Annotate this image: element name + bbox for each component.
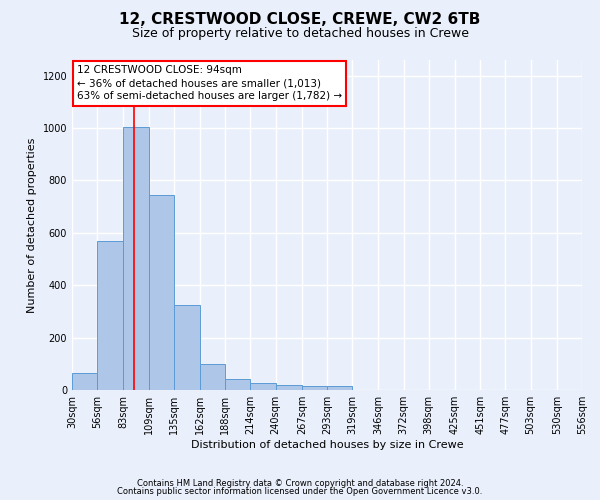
Y-axis label: Number of detached properties: Number of detached properties [27,138,37,312]
Text: 12 CRESTWOOD CLOSE: 94sqm
← 36% of detached houses are smaller (1,013)
63% of se: 12 CRESTWOOD CLOSE: 94sqm ← 36% of detac… [77,65,342,102]
Bar [174,305,200,390]
Bar [327,386,352,390]
Bar [250,384,275,390]
Text: 12, CRESTWOOD CLOSE, CREWE, CW2 6TB: 12, CRESTWOOD CLOSE, CREWE, CW2 6TB [119,12,481,28]
Bar [200,364,225,390]
Bar [72,373,97,390]
Bar [124,127,149,390]
Text: Contains public sector information licensed under the Open Government Licence v3: Contains public sector information licen… [118,487,482,496]
Text: Contains HM Land Registry data © Crown copyright and database right 2024.: Contains HM Land Registry data © Crown c… [137,478,463,488]
Bar [149,195,174,390]
X-axis label: Distribution of detached houses by size in Crewe: Distribution of detached houses by size … [191,440,463,450]
Bar [275,386,302,390]
Bar [302,386,327,390]
Bar [225,379,250,390]
Bar [97,240,124,390]
Text: Size of property relative to detached houses in Crewe: Size of property relative to detached ho… [131,28,469,40]
